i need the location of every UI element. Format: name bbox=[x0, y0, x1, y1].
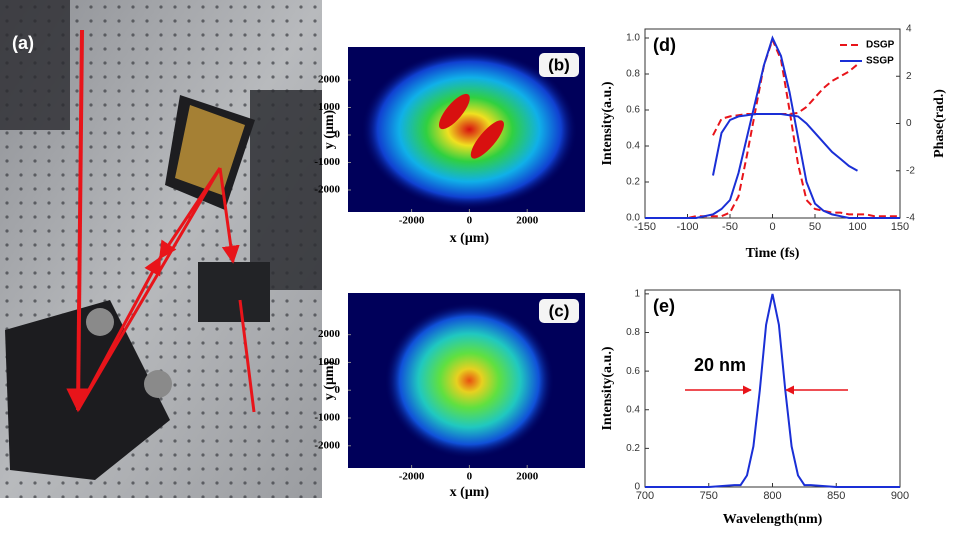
y-tick-label: 0.2 bbox=[626, 443, 640, 454]
x-axis-title: x (μm) bbox=[450, 231, 490, 246]
y-tick-label: 0.4 bbox=[626, 141, 640, 152]
x-tick-label: 100 bbox=[848, 221, 866, 233]
y-tick-label: 2000 bbox=[318, 74, 341, 86]
y-tick-label: 0.2 bbox=[626, 177, 640, 188]
panel-label: (b) bbox=[548, 55, 570, 74]
x-tick-label: 850 bbox=[827, 490, 845, 502]
beam-hotspot bbox=[438, 93, 470, 130]
x-tick-label: 0 bbox=[467, 215, 473, 227]
y-axis-title: Intensity(a.u.) bbox=[600, 81, 615, 165]
y-tick-label: -1000 bbox=[314, 412, 340, 424]
y2-tick-label: 4 bbox=[906, 24, 912, 35]
x-tick-label: 700 bbox=[636, 490, 654, 502]
y-tick-label: 0.8 bbox=[626, 69, 640, 80]
y-tick-label: 0.6 bbox=[626, 366, 640, 377]
x-tick-label: 0 bbox=[769, 221, 775, 233]
y-axis-title: Intensity(a.u.) bbox=[600, 346, 615, 430]
x-tick-label: 150 bbox=[891, 221, 909, 233]
intensity-line bbox=[645, 293, 900, 488]
beam-profile bbox=[384, 302, 555, 459]
y2-tick-label: -4 bbox=[906, 213, 915, 224]
y-tick-label: 0 bbox=[634, 482, 640, 493]
panel-label-box bbox=[539, 53, 579, 77]
y-axis-title: y (μm) bbox=[322, 109, 337, 149]
x-tick-label: -2000 bbox=[399, 215, 425, 227]
y-tick-label: 0.8 bbox=[626, 327, 640, 338]
x-tick-label: -50 bbox=[722, 221, 738, 233]
y-tick-label: -2000 bbox=[314, 439, 340, 451]
y-tick-label: 0 bbox=[335, 384, 341, 396]
y-tick-label: -1000 bbox=[314, 156, 340, 168]
y2-tick-label: 0 bbox=[906, 118, 912, 129]
panel-label: (e) bbox=[653, 296, 675, 316]
intensity-line bbox=[645, 35, 900, 219]
annotation: 20 nm bbox=[694, 355, 746, 375]
x-axis-title: Time (fs) bbox=[746, 246, 800, 261]
y-tick-label: 1.0 bbox=[626, 33, 640, 44]
x-tick-label: -2000 bbox=[399, 471, 425, 483]
x-tick-label: 0 bbox=[467, 471, 473, 483]
y-tick-label: 0.4 bbox=[626, 404, 640, 415]
x-tick-label: 750 bbox=[700, 490, 718, 502]
panel-label: (a) bbox=[12, 33, 34, 53]
x-axis-title: x (μm) bbox=[450, 485, 490, 500]
x-tick-label: 50 bbox=[809, 221, 821, 233]
x-tick-label: 2000 bbox=[516, 215, 539, 227]
panel-label: (c) bbox=[549, 301, 570, 320]
y-tick-label: 0.6 bbox=[626, 105, 640, 116]
x-tick-label: -100 bbox=[676, 221, 698, 233]
y2-tick-label: 2 bbox=[906, 71, 912, 82]
y-tick-label: -2000 bbox=[314, 184, 340, 196]
plot-frame bbox=[644, 28, 901, 219]
panel-label: (d) bbox=[653, 35, 676, 55]
y-tick-label: 1 bbox=[634, 289, 640, 300]
panel-label-box bbox=[539, 299, 579, 323]
x-axis-title: Wavelength(nm) bbox=[723, 512, 823, 527]
x-tick-label: 2000 bbox=[516, 471, 539, 483]
y-tick-label: 2000 bbox=[318, 328, 341, 340]
y2-axis-title: Phase(rad.) bbox=[932, 89, 947, 158]
y-tick-label: 0.0 bbox=[626, 213, 640, 224]
x-tick-label: -150 bbox=[634, 221, 656, 233]
beam-hotspot bbox=[470, 120, 504, 159]
x-tick-label: 900 bbox=[891, 490, 909, 502]
y-tick-label: 1000 bbox=[318, 101, 341, 113]
legend-label: DSGP bbox=[866, 40, 895, 51]
plot-frame bbox=[644, 289, 901, 488]
y2-tick-label: -2 bbox=[906, 165, 915, 176]
beam-profile bbox=[361, 49, 578, 210]
y-tick-label: 0 bbox=[335, 129, 341, 141]
phase-line bbox=[712, 113, 858, 176]
legend-label: SSGP bbox=[866, 56, 894, 67]
y-tick-label: 1000 bbox=[318, 356, 341, 368]
x-tick-label: 800 bbox=[763, 490, 781, 502]
y-axis-title: y (μm) bbox=[322, 360, 337, 400]
photo bbox=[0, 0, 322, 498]
